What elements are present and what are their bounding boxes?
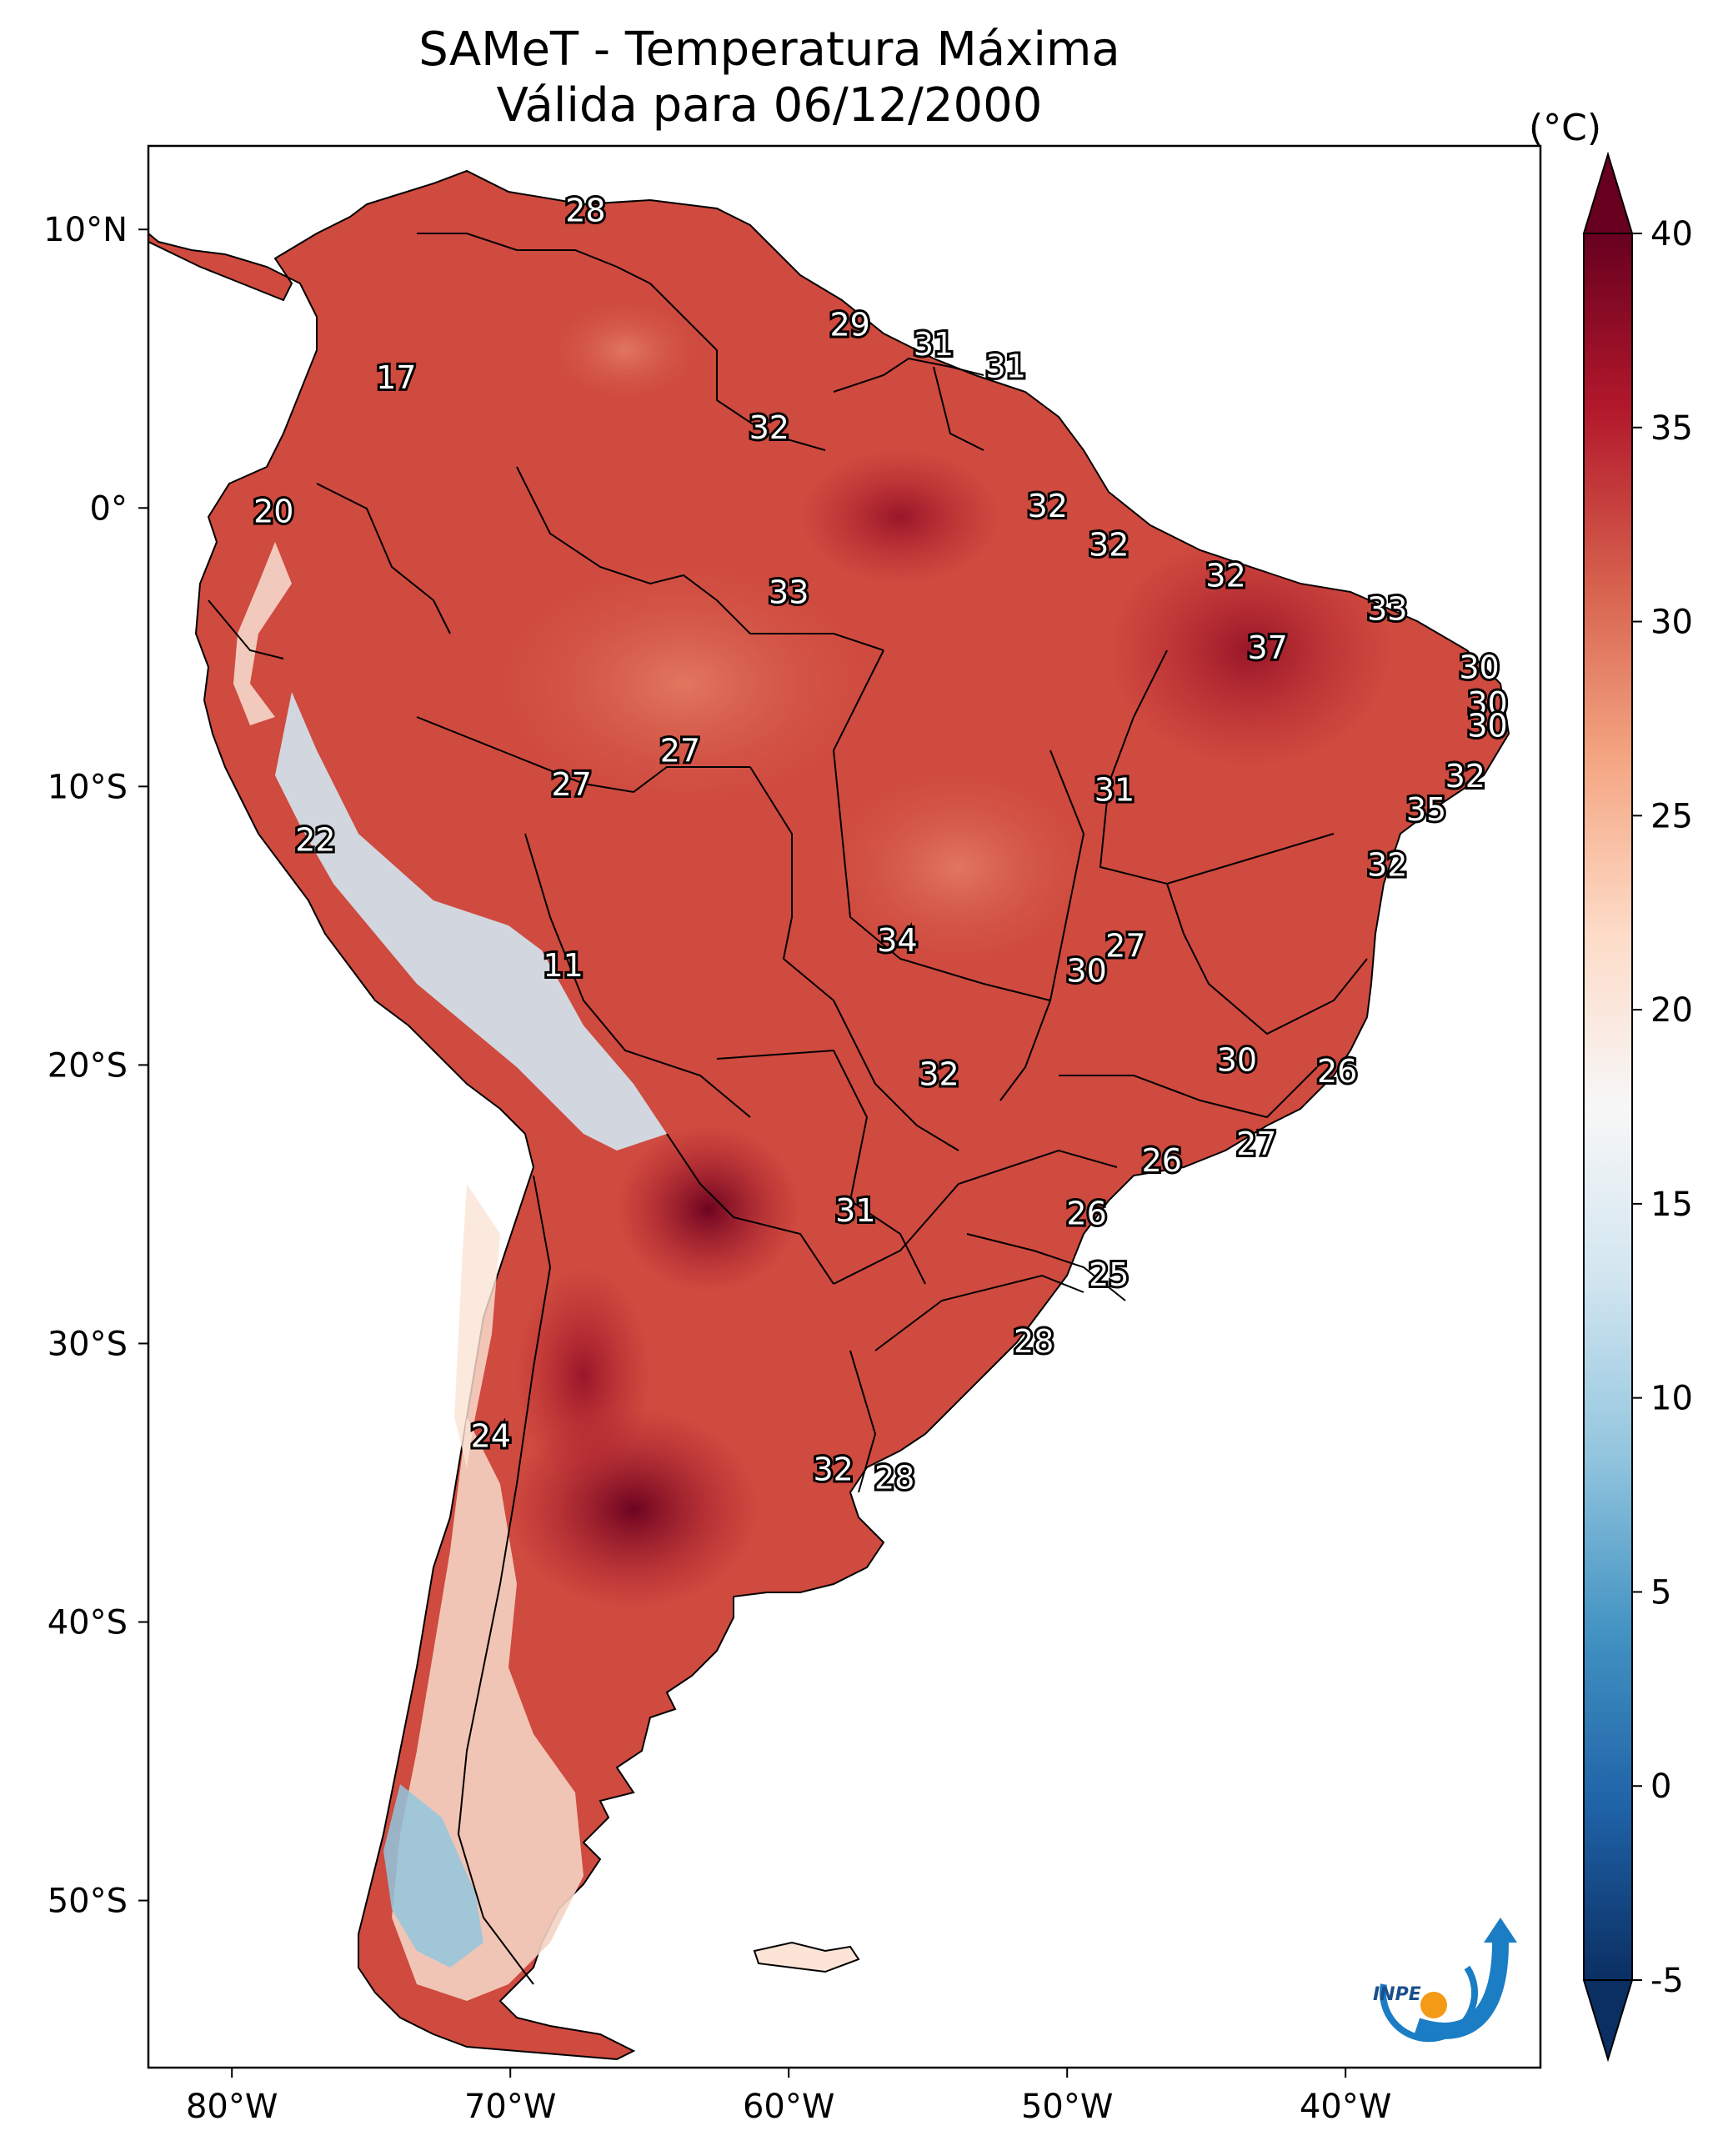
- station-value-label: 30: [1066, 953, 1106, 990]
- station-value-label: 24: [471, 1418, 511, 1455]
- temperature-field: [492, 300, 1392, 1609]
- station-value-label: 31: [1094, 772, 1134, 809]
- station-value-label: 32: [1028, 488, 1068, 524]
- latitude-axis: 10°N 0° 10°S 20°S 30°S 40°S 50°S: [43, 211, 148, 1921]
- station-value-label: 11: [543, 947, 583, 984]
- map-subtitle: Válida para 06/12/2000: [496, 78, 1043, 133]
- station-value-label: 28: [565, 193, 605, 229]
- station-value-label: 26: [1066, 1195, 1106, 1231]
- station-value-label: 33: [1367, 590, 1407, 627]
- colorbar-max-extend: [1582, 151, 1634, 234]
- colorbar-tick-label: 10: [1650, 1380, 1693, 1418]
- station-value-label: 32: [1089, 527, 1129, 564]
- lat-tick-label: 10°S: [48, 768, 128, 806]
- lat-tick-label: 30°S: [48, 1325, 128, 1363]
- station-value-label: 32: [749, 409, 789, 446]
- colorbar-unit: (°C): [1529, 107, 1602, 149]
- station-value-label: 32: [1205, 557, 1245, 594]
- lon-tick-label: 70°W: [464, 2088, 556, 2126]
- station-value-label: 30: [1467, 685, 1507, 722]
- station-value-label: 25: [1089, 1256, 1129, 1293]
- colorbar-gradient: [1584, 233, 1632, 1980]
- station-value-label: 27: [1105, 928, 1145, 965]
- colorbar: 40 35 30 25 20 15 10 5 0 -5: [1582, 151, 1693, 2063]
- colorbar-tick-label: 30: [1650, 604, 1693, 642]
- lat-tick-label: 0°: [90, 489, 128, 528]
- falkland-islands: [753, 1941, 860, 1973]
- colorbar-tick-label: 0: [1650, 1767, 1671, 1806]
- station-value-label: 31: [835, 1192, 875, 1229]
- station-value-label: 32: [1367, 847, 1407, 884]
- station-value-label: 30: [1467, 708, 1507, 745]
- station-value-label: 20: [253, 493, 293, 529]
- colorbar-tick-label: 40: [1650, 215, 1693, 253]
- lon-tick-label: 40°W: [1300, 2088, 1391, 2126]
- colorbar-tick-label: -5: [1650, 1962, 1684, 2000]
- patagonia-blue: [383, 1784, 483, 1968]
- colorbar-frame: [1583, 233, 1633, 1981]
- colorbar-min-extend: [1582, 1979, 1634, 2063]
- map-title: SAMeT - Temperatura Máxima: [418, 23, 1120, 77]
- station-value-label: 33: [769, 574, 809, 610]
- station-value-label: 27: [660, 733, 700, 770]
- colorbar-tick-label: 25: [1650, 797, 1693, 835]
- andes-cool-band: [275, 692, 667, 1151]
- colorbar-tick-label: 15: [1650, 1186, 1693, 1224]
- colorbar-tick-label: 20: [1650, 991, 1693, 1030]
- station-value-label: 28: [1014, 1323, 1054, 1360]
- colorbar-tick-label: 35: [1650, 409, 1693, 448]
- station-value-label: 29: [830, 307, 870, 343]
- chile-coast-light: [454, 1184, 500, 1467]
- andes-north-cool: [233, 542, 292, 725]
- plot-frame: [147, 144, 1542, 2069]
- lat-tick-label: 20°S: [48, 1046, 128, 1085]
- station-value-label: 32: [813, 1452, 853, 1488]
- station-value-label: 32: [919, 1055, 959, 1092]
- lon-tick-label: 50°W: [1021, 2088, 1113, 2126]
- station-value-label: 27: [552, 766, 592, 803]
- south-america-landmass: [148, 169, 1510, 2061]
- station-value-label: 32: [1445, 758, 1485, 795]
- station-value-label: 35: [1406, 791, 1446, 828]
- lat-tick-label: 10°N: [43, 211, 128, 249]
- lat-tick-label: 40°S: [48, 1604, 128, 1642]
- station-value-label: 34: [877, 922, 917, 959]
- station-value-label: 37: [1248, 629, 1288, 666]
- colorbar-tick-label: 5: [1650, 1573, 1671, 1612]
- lon-tick-label: 60°W: [743, 2088, 834, 2126]
- lon-tick-label: 80°W: [186, 2088, 278, 2126]
- station-value-label: 17: [376, 359, 416, 396]
- inpe-logo-text: INPE: [1373, 1984, 1421, 2005]
- station-value-label: 26: [1317, 1053, 1357, 1090]
- station-value-label: 22: [295, 822, 335, 859]
- station-value-label: 30: [1459, 649, 1499, 686]
- station-value-label: 27: [1236, 1126, 1276, 1162]
- station-value-label: 31: [914, 326, 954, 363]
- station-value-label: 31: [986, 348, 1026, 385]
- lat-tick-label: 50°S: [48, 1883, 128, 1921]
- station-value-label: 30: [1217, 1042, 1257, 1079]
- borders: [208, 233, 1368, 1985]
- inpe-logo: [1380, 1918, 1517, 2043]
- longitude-axis: 80°W 70°W 60°W 50°W 40°W: [186, 2068, 1391, 2126]
- station-value-label: 28: [874, 1460, 914, 1497]
- station-value-label: 26: [1142, 1142, 1182, 1179]
